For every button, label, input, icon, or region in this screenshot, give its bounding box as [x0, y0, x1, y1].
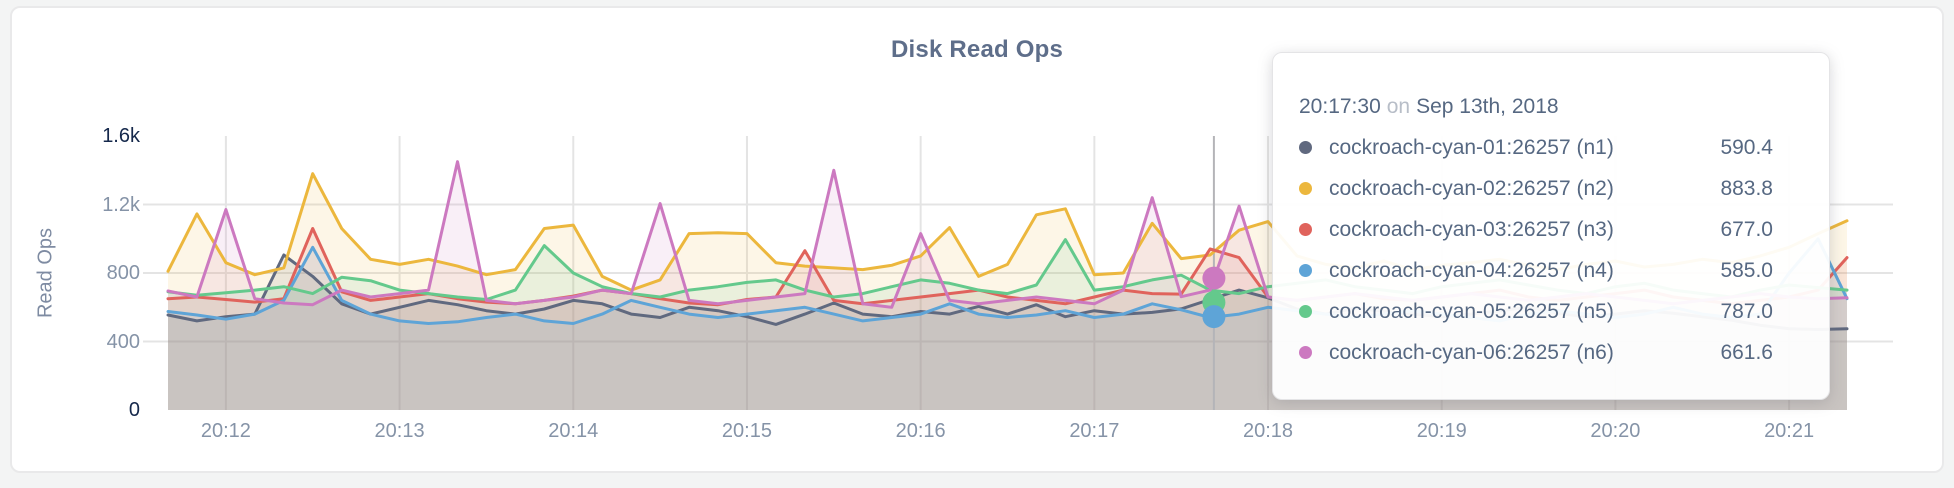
tooltip-series-value: 585.0 [1720, 258, 1773, 282]
x-tick-label: 20:15 [721, 420, 772, 442]
x-tick-label: 20:14 [548, 420, 599, 442]
tooltip-series-label: cockroach-cyan-01:26257 (n1) [1329, 135, 1614, 159]
y-tick-label: 0 [128, 399, 140, 421]
tooltip-series-label: cockroach-cyan-02:26257 (n2) [1329, 176, 1614, 200]
x-tick-label: 20:18 [1243, 420, 1294, 442]
tooltip-on-word: on [1386, 95, 1411, 118]
tooltip-series-label: cockroach-cyan-05:26257 (n5) [1329, 299, 1614, 323]
series-color-dot [1299, 346, 1312, 359]
tooltip-row: cockroach-cyan-04:26257 (n4) 585.0 [1299, 250, 1773, 291]
tooltip-series-value: 590.4 [1720, 135, 1773, 159]
tooltip-series-label: cockroach-cyan-04:26257 (n4) [1329, 258, 1614, 282]
tooltip-header: 20:17:30 on Sep 13th, 2018 [1299, 91, 1773, 123]
x-tick-label: 20:12 [200, 420, 251, 442]
tooltip-series-label: cockroach-cyan-06:26257 (n6) [1329, 340, 1614, 364]
tooltip-time: 20:17:30 [1299, 95, 1381, 118]
x-tick-label: 20:20 [1590, 420, 1641, 442]
x-tick-label: 20:19 [1416, 420, 1467, 442]
tooltip-series-value: 883.8 [1720, 176, 1773, 200]
tooltip-row: cockroach-cyan-05:26257 (n5) 787.0 [1299, 291, 1773, 332]
x-tick-label: 20:17 [1069, 420, 1120, 442]
x-tick-label: 20:16 [895, 420, 946, 442]
tooltip-row: cockroach-cyan-02:26257 (n2) 883.8 [1299, 168, 1773, 209]
y-tick-label: 1.2k [102, 193, 140, 216]
tooltip-rows: cockroach-cyan-01:26257 (n1) 590.4 cockroa… [1299, 127, 1773, 373]
y-tick-label: 1.6k [102, 125, 140, 147]
tooltip-series-value: 677.0 [1720, 217, 1773, 241]
series-color-dot [1299, 223, 1312, 236]
hover-dot-n4 [1202, 305, 1226, 329]
series-color-dot [1299, 305, 1312, 318]
y-tick-label: 800 [106, 262, 140, 284]
series-color-dot [1299, 182, 1312, 195]
chart-title: Disk Read Ops [891, 36, 1063, 63]
tooltip-date: Sep 13th, 2018 [1416, 95, 1559, 118]
x-tick-label: 20:21 [1764, 420, 1815, 442]
chart-tooltip: 20:17:30 on Sep 13th, 2018 cockroach-cyan-… [1272, 52, 1830, 400]
y-tick-label: 400 [106, 330, 140, 353]
tooltip-series-value: 661.6 [1720, 340, 1773, 364]
x-tick-label: 20:13 [374, 420, 425, 442]
hover-dot-n6 [1202, 266, 1226, 290]
tooltip-row: cockroach-cyan-03:26257 (n3) 677.0 [1299, 209, 1773, 250]
tooltip-series-label: cockroach-cyan-03:26257 (n3) [1329, 217, 1614, 241]
tooltip-row: cockroach-cyan-06:26257 (n6) 661.6 [1299, 332, 1773, 373]
series-color-dot [1299, 264, 1312, 277]
series-color-dot [1299, 141, 1312, 154]
tooltip-row: cockroach-cyan-01:26257 (n1) 590.4 [1299, 127, 1773, 168]
tooltip-series-value: 787.0 [1720, 299, 1773, 323]
